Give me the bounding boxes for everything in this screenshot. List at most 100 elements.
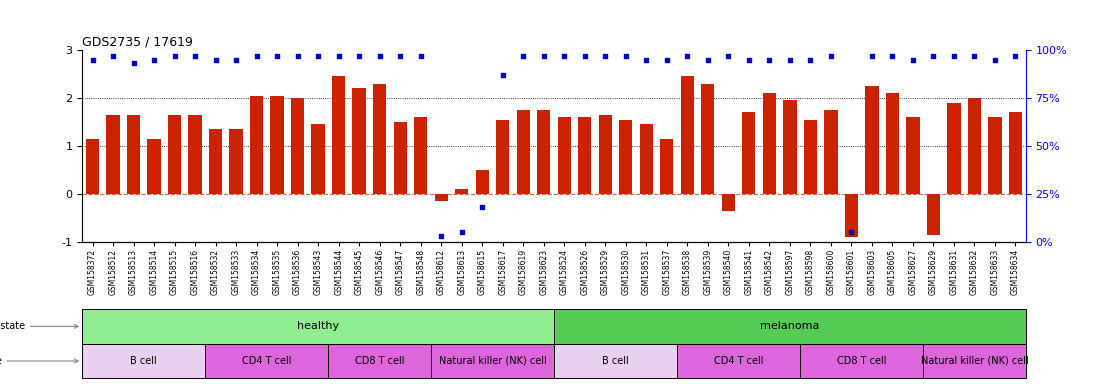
- Bar: [517, 110, 530, 194]
- Bar: [885, 93, 900, 194]
- Bar: [680, 76, 694, 194]
- Point: [330, 53, 348, 59]
- Point: [720, 53, 737, 59]
- Point: [248, 53, 265, 59]
- Bar: [866, 86, 879, 194]
- Text: CD8 T cell: CD8 T cell: [355, 356, 405, 366]
- Point: [863, 53, 881, 59]
- Point: [535, 53, 553, 59]
- Point: [781, 56, 799, 63]
- Bar: [475, 170, 489, 194]
- Bar: [434, 194, 448, 201]
- Bar: [927, 194, 940, 235]
- Point: [411, 53, 429, 59]
- Point: [576, 53, 593, 59]
- Point: [1007, 53, 1025, 59]
- Point: [125, 60, 143, 66]
- Point: [679, 53, 697, 59]
- Text: CD4 T cell: CD4 T cell: [242, 356, 292, 366]
- Point: [965, 53, 983, 59]
- Point: [555, 53, 573, 59]
- Bar: [804, 119, 817, 194]
- Bar: [677, 344, 800, 378]
- Bar: [328, 344, 431, 378]
- Bar: [312, 124, 325, 194]
- Bar: [291, 98, 304, 194]
- Text: Natural killer (NK) cell: Natural killer (NK) cell: [439, 356, 546, 366]
- Point: [269, 53, 286, 59]
- Point: [186, 53, 204, 59]
- Bar: [906, 117, 919, 194]
- Bar: [783, 100, 796, 194]
- Point: [350, 53, 367, 59]
- Bar: [271, 96, 284, 194]
- Bar: [189, 115, 202, 194]
- Text: B cell: B cell: [131, 356, 157, 366]
- Text: disease state: disease state: [0, 321, 78, 331]
- Bar: [82, 344, 205, 378]
- Bar: [660, 139, 674, 194]
- Bar: [538, 110, 551, 194]
- Point: [740, 56, 758, 63]
- Bar: [414, 117, 428, 194]
- Text: cell type: cell type: [0, 356, 78, 366]
- Bar: [332, 76, 346, 194]
- Bar: [701, 84, 714, 194]
- Point: [904, 56, 921, 63]
- Bar: [762, 93, 776, 194]
- Bar: [619, 119, 633, 194]
- Point: [104, 53, 122, 59]
- Point: [842, 229, 860, 235]
- Bar: [127, 115, 140, 194]
- Text: GDS2735 / 17619: GDS2735 / 17619: [82, 36, 193, 49]
- Bar: [147, 139, 161, 194]
- Bar: [1009, 113, 1022, 194]
- Bar: [86, 139, 99, 194]
- Bar: [496, 119, 509, 194]
- Bar: [554, 309, 1026, 344]
- Point: [83, 56, 101, 63]
- Bar: [824, 110, 837, 194]
- Bar: [229, 129, 242, 194]
- Point: [946, 53, 963, 59]
- Bar: [743, 113, 756, 194]
- Point: [432, 233, 450, 239]
- Bar: [968, 98, 981, 194]
- Bar: [394, 122, 407, 194]
- Point: [822, 53, 839, 59]
- Point: [597, 53, 614, 59]
- Text: melanoma: melanoma: [760, 321, 819, 331]
- Point: [658, 56, 676, 63]
- Point: [925, 53, 942, 59]
- Point: [166, 53, 183, 59]
- Bar: [722, 194, 735, 211]
- Bar: [352, 88, 365, 194]
- Bar: [578, 117, 591, 194]
- Point: [309, 53, 327, 59]
- Bar: [82, 309, 554, 344]
- Text: healthy: healthy: [297, 321, 339, 331]
- Bar: [205, 344, 328, 378]
- Bar: [168, 115, 181, 194]
- Point: [760, 56, 778, 63]
- Point: [289, 53, 306, 59]
- Point: [453, 229, 471, 235]
- Point: [227, 56, 245, 63]
- Bar: [557, 117, 570, 194]
- Bar: [455, 189, 468, 194]
- Bar: [250, 96, 263, 194]
- Point: [802, 56, 819, 63]
- Point: [986, 56, 1004, 63]
- Bar: [988, 117, 1002, 194]
- Point: [392, 53, 409, 59]
- Point: [474, 204, 491, 210]
- Point: [883, 53, 901, 59]
- Point: [207, 56, 225, 63]
- Text: Natural killer (NK) cell: Natural killer (NK) cell: [920, 356, 1028, 366]
- Point: [514, 53, 532, 59]
- Bar: [431, 344, 554, 378]
- Bar: [106, 115, 120, 194]
- Bar: [947, 103, 961, 194]
- Text: B cell: B cell: [602, 356, 629, 366]
- Bar: [924, 344, 1026, 378]
